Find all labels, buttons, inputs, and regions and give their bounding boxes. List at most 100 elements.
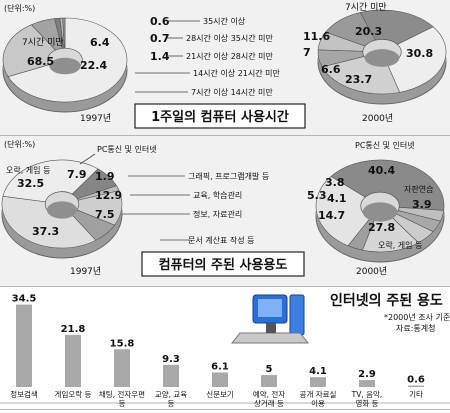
bar-value-4: 6.1 [211, 361, 229, 372]
legend-info: 정보, 자료관리 [193, 209, 242, 219]
value-2000-7to14: 30.8 [406, 47, 433, 60]
value-1997-doc: 37.3 [32, 225, 59, 238]
value-1997-28to35: 0.7 [150, 32, 170, 45]
purpose-category-legend: PC통신 및 인터넷 그래픽, 프로그램개발 등 교육, 학습관리 정보, 자료… [79, 144, 269, 245]
bar-1 [65, 334, 81, 387]
year-label-2000-b: 2000년 [356, 266, 387, 277]
value-2000-edu: 4.1 [327, 192, 347, 205]
survey-note: *2000년 조사 기준 [384, 312, 450, 322]
donut-2000-time [317, 9, 447, 105]
unit-label-1: (단위:%) [4, 3, 35, 13]
legend-7to14: 7시간 이상 14시간 미만 [191, 87, 273, 97]
bar-5 [261, 375, 277, 387]
bar-value-7: 2.9 [358, 369, 376, 380]
bar-value-5: 5 [266, 364, 273, 375]
value-2000-graphic: 3.8 [325, 176, 345, 189]
value-1997-21to28: 1.4 [150, 50, 170, 63]
bar-label-3: 등 [168, 399, 175, 408]
value-2000-pc: 40.4 [368, 164, 395, 177]
donut-1997-time [2, 17, 128, 113]
bar-value-2: 15.8 [110, 338, 135, 349]
bar-2 [114, 349, 130, 387]
donut-1997-purpose-hole-shadow [46, 201, 78, 219]
bar-label-1: 게임오락 등 [55, 389, 92, 399]
computer-icon [230, 294, 310, 344]
value-1997-graphic: 1.9 [95, 170, 115, 183]
bar-label-5: 상거래 등 [254, 398, 284, 408]
year-label-1997: 1997년 [80, 113, 111, 124]
legend-edu: 교육, 학습관리 [193, 190, 242, 200]
bar-4 [212, 372, 228, 387]
bar-label-4: 신문보기 [206, 390, 234, 399]
time-category-legend: 35시간 이상 28시간 이상 35시간 미만 21시간 이상 28시간 미만 … [135, 16, 281, 97]
value-1997-7to14: 22.4 [80, 59, 107, 72]
donut-2000-time-hole-shadow [364, 49, 400, 67]
year-label-1997-b: 1997년 [70, 266, 101, 277]
bar-label-5: 예약, 전자 [253, 389, 285, 399]
bar-label-8: 기타 [409, 390, 423, 399]
bar-value-8: 0.6 [407, 375, 425, 386]
internet-purpose-panel: 인터넷의 주된 용도 *2000년 조사 기준 자료:통계청 34.5 정보검색 2… [0, 287, 450, 410]
value-1997-info: 7.5 [95, 208, 115, 221]
bar-label-7: TV, 음악, [351, 389, 383, 399]
value-2000-35plus: 11.6 [303, 30, 330, 43]
legend-pc-1997: PC통신 및 인터넷 [97, 144, 157, 154]
bar-8 [408, 385, 424, 387]
value-2000-doc: 14.7 [318, 209, 345, 222]
donut-1997-purpose [1, 159, 123, 259]
legend-35plus: 35시간 이상 [203, 16, 246, 26]
donut-2000-purpose [315, 159, 445, 263]
donut-2000-purpose-hole-shadow [362, 202, 398, 222]
value-2000-21to28: 6.6 [321, 63, 341, 76]
legend-doc: 문서 계산표 작성 등 [188, 235, 255, 245]
bar-value-0: 34.5 [12, 294, 37, 305]
value-1997-14to21: 6.4 [90, 36, 110, 49]
bar-label-6: 이용 [311, 398, 325, 408]
usage-time-chart: (단위:%) 1997년 2000년 7시간 미만 68.5 22.4 6.4 … [2, 2, 447, 129]
bar-label-3: 교양, 교육 [155, 390, 187, 399]
slice-label-typing: 자판연습 [404, 185, 433, 194]
bar-7 [359, 380, 375, 387]
value-1997-pc: 7.9 [67, 168, 87, 181]
bar-3 [163, 364, 179, 387]
chart-title-3: 인터넷의 주된 용도 [330, 292, 443, 309]
slice-label-lt7: 7시간 미만 [22, 37, 64, 48]
title-box-2 [141, 251, 305, 277]
bar-0 [16, 304, 32, 387]
slice-label-pc-2000: PC통신 및 인터넷 [355, 140, 415, 150]
value-1997-game: 32.5 [17, 177, 44, 190]
slice-label-lt7-2000: 7시간 미만 [345, 2, 387, 13]
value-2000-28to35: 7 [303, 46, 311, 59]
value-1997-edu: 12.9 [95, 189, 122, 202]
unit-label-2: (단위:%) [4, 139, 35, 149]
slice-label-game-1997: 오락, 게임 등 [6, 165, 50, 175]
value-2000-game: 27.8 [368, 221, 395, 234]
chart-title-1: 1주일의 컴퓨터 사용시간 [151, 109, 289, 125]
bar-label-6: 공개 자료실 [300, 389, 337, 399]
bar-value-1: 21.8 [61, 324, 86, 335]
usage-time-panel: (단위:%) 1997년 2000년 7시간 미만 68.5 22.4 6.4 … [0, 0, 450, 136]
bar-label-2: 등 [119, 399, 126, 408]
bar-value-6: 4.1 [309, 366, 327, 377]
internet-bar-chart: 인터넷의 주된 용도 *2000년 조사 기준 자료:통계청 34.5 정보검색 2… [0, 292, 450, 408]
usage-purpose-chart: (단위:%) 1997년 2000년 오락, 게임 등 32.5 7.9 1.9… [1, 139, 445, 277]
legend-graphic: 그래픽, 프로그램개발 등 [188, 171, 269, 181]
bar-label-7: 영화 등 [355, 398, 378, 408]
slice-label-game-2000: 오락, 게임 등 [378, 240, 422, 250]
value-2000-14to21: 23.7 [345, 73, 372, 86]
value-2000-typing: 3.9 [412, 198, 432, 211]
value-2000-lt7: 20.3 [355, 25, 382, 38]
year-label-2000: 2000년 [362, 113, 393, 124]
source-note: 자료:통계청 [396, 323, 436, 333]
donut-1997-time-hole-shadow [49, 57, 81, 75]
value-1997-35plus: 0.6 [150, 15, 170, 28]
legend-21to28: 21시간 이상 28시간 미만 [186, 51, 274, 61]
chart-title-2: 컴퓨터의 주된 사용용도 [159, 257, 288, 273]
bar-value-3: 9.3 [162, 354, 180, 365]
value-1997-lt7: 68.5 [27, 55, 54, 68]
value-2000-info: 5.3 [307, 189, 327, 202]
bar-label-0: 정보검색 [10, 389, 38, 399]
title-box-1 [134, 103, 306, 129]
usage-purpose-panel: (단위:%) 1997년 2000년 오락, 게임 등 32.5 7.9 1.9… [0, 136, 450, 287]
